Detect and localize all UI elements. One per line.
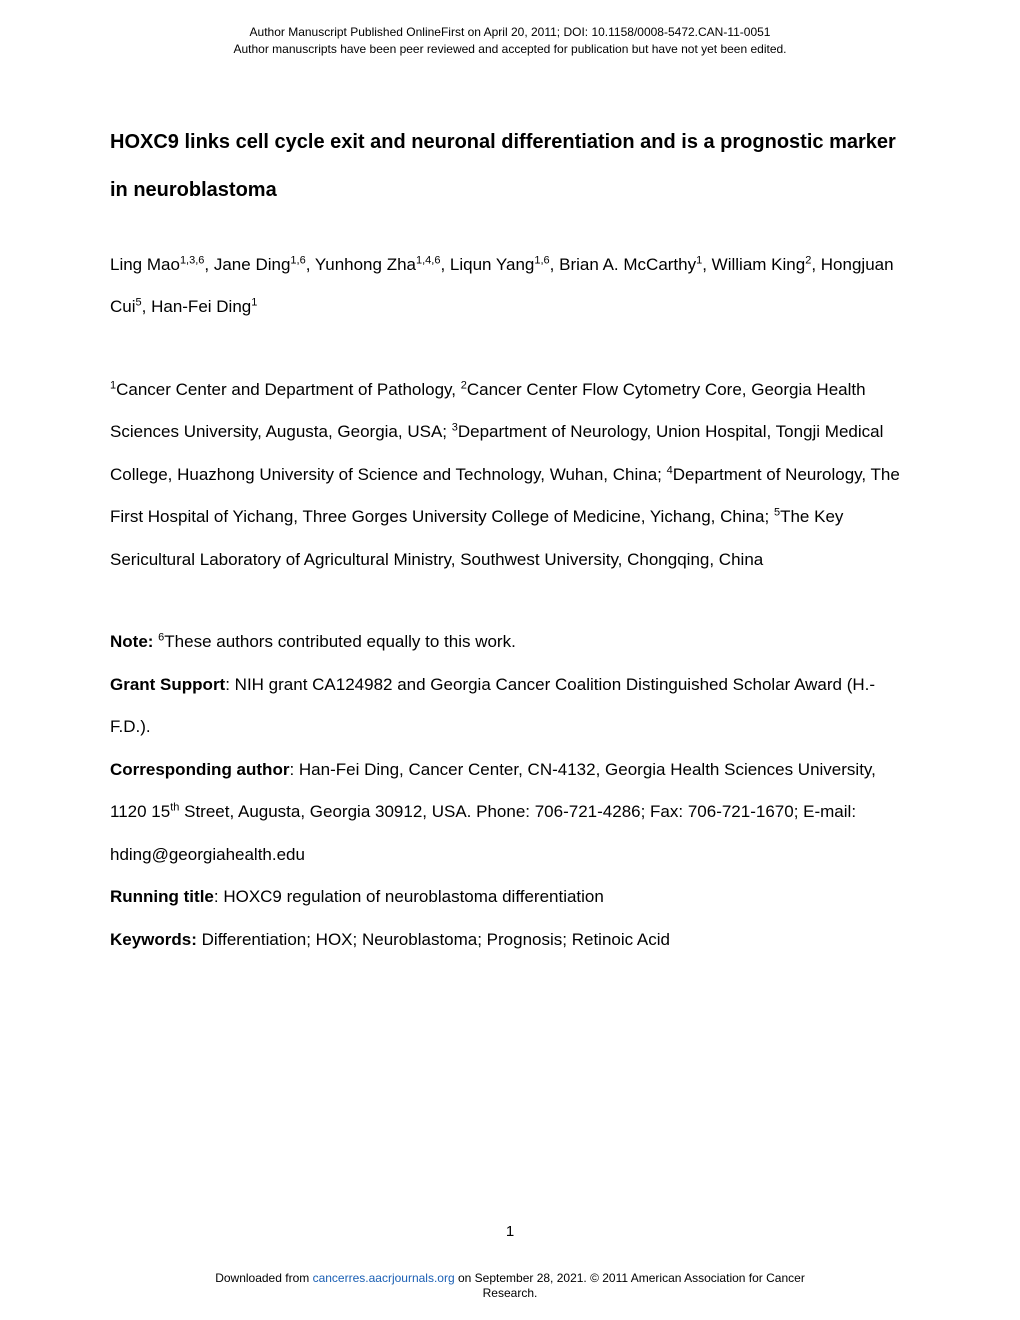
author-sup: 1,6 (290, 254, 305, 266)
note-line: Note: 6These authors contributed equally… (110, 621, 910, 664)
header-line-2: Author manuscripts have been peer review… (0, 41, 1020, 58)
grant-line: Grant Support: NIH grant CA124982 and Ge… (110, 664, 910, 749)
author-sup: 1,3,6 (180, 254, 204, 266)
header-line-1: Author Manuscript Published OnlineFirst … (0, 24, 1020, 41)
keywords-text: Differentiation; HOX; Neuroblastoma; Pro… (197, 930, 670, 949)
page-footer: Downloaded from cancerres.aacrjournals.o… (0, 1271, 1020, 1302)
note-label: Note: (110, 632, 158, 651)
author-name: , Liqun Yang (440, 255, 534, 274)
author-name: , Brian A. McCarthy (550, 255, 696, 274)
author-name: , Han-Fei Ding (142, 297, 252, 316)
running-title-line: Running title: HOXC9 regulation of neuro… (110, 876, 910, 919)
corresponding-label: Corresponding author (110, 760, 289, 779)
keywords-label: Keywords: (110, 930, 197, 949)
author-name: Ling Mao (110, 255, 180, 274)
authors-list: Ling Mao1,3,6, Jane Ding1,6, Yunhong Zha… (110, 244, 910, 329)
footer-text: Downloaded from (215, 1271, 312, 1285)
author-name: , Yunhong Zha (306, 255, 416, 274)
footer-text: Research. (483, 1286, 538, 1300)
running-title-label: Running title (110, 887, 214, 906)
corresponding-line: Corresponding author: Han-Fei Ding, Canc… (110, 749, 910, 877)
corresponding-sup: th (170, 801, 179, 813)
author-name: , William King (702, 255, 805, 274)
grant-text: : NIH grant CA124982 and Georgia Cancer … (110, 675, 875, 737)
page-content: HOXC9 links cell cycle exit and neuronal… (0, 58, 1020, 962)
author-sup: 1 (251, 296, 257, 308)
corresponding-text: Street, Augusta, Georgia 30912, USA. Pho… (110, 802, 856, 864)
note-text: These authors contributed equally to thi… (164, 632, 516, 651)
author-sup: 1,6 (534, 254, 549, 266)
keywords-line: Keywords: Differentiation; HOX; Neurobla… (110, 919, 910, 962)
footer-text: on September 28, 2021. © 2011 American A… (455, 1271, 805, 1285)
footer-link[interactable]: cancerres.aacrjournals.org (313, 1271, 455, 1285)
affiliations: 1Cancer Center and Department of Patholo… (110, 369, 910, 582)
running-title-text: : HOXC9 regulation of neuroblastoma diff… (214, 887, 604, 906)
meta-section: Note: 6These authors contributed equally… (110, 621, 910, 961)
manuscript-header: Author Manuscript Published OnlineFirst … (0, 0, 1020, 58)
paper-title: HOXC9 links cell cycle exit and neuronal… (110, 118, 910, 214)
grant-label: Grant Support (110, 675, 225, 694)
author-sup: 1,4,6 (416, 254, 440, 266)
affiliation-text: Cancer Center and Department of Patholog… (116, 380, 461, 399)
author-name: , Jane Ding (204, 255, 290, 274)
page-number: 1 (0, 1223, 1020, 1240)
